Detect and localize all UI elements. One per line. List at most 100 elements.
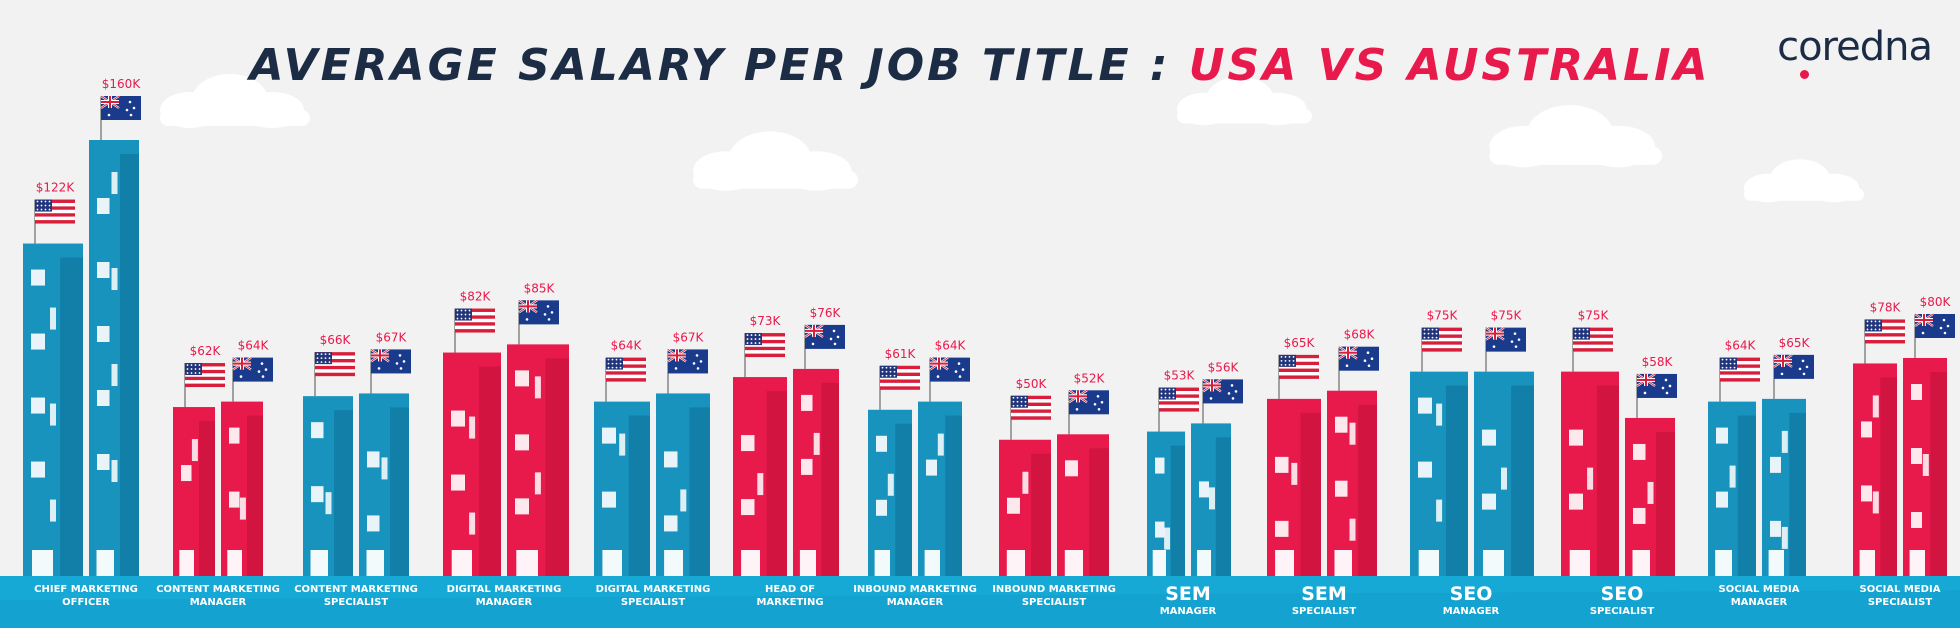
usa-building	[1561, 371, 1619, 576]
category-label: MANAGER	[1160, 606, 1217, 617]
title-part-1: AVERAGE SALARY PER JOB TITLE :	[249, 40, 1171, 91]
cloud	[160, 74, 310, 128]
value-label: $64K	[611, 339, 643, 353]
category-label: OFFICER	[62, 597, 110, 608]
category-label: INBOUND MARKETING	[853, 584, 977, 595]
value-label: $65K	[1284, 336, 1316, 350]
value-label: $85K	[524, 281, 556, 295]
category-label: MANAGER	[1443, 606, 1500, 617]
baseline-strip	[0, 576, 1960, 628]
us-flag-icon	[1159, 387, 1199, 412]
us-flag-icon	[455, 308, 495, 333]
australia-building	[656, 393, 710, 576]
us-flag-icon	[1573, 327, 1613, 352]
value-label: $52K	[1074, 371, 1106, 385]
value-label: $122K	[36, 181, 76, 195]
au-flag-icon	[1914, 313, 1955, 338]
category-label: CONTENT MARKETING	[156, 584, 280, 595]
value-label: $75K	[1578, 309, 1610, 323]
job-group-13: $78K $80K	[1853, 295, 1955, 576]
us-flag-icon	[1422, 327, 1462, 352]
clouds	[160, 74, 1864, 203]
usa-building	[868, 409, 912, 576]
category-label: SEM	[1301, 583, 1347, 605]
value-label: $73K	[750, 314, 782, 328]
au-flag-icon	[1773, 353, 1814, 379]
category-label: SEO	[1601, 583, 1644, 605]
category-label: SEM	[1165, 583, 1211, 605]
job-group-12: $64K $65K	[1708, 336, 1814, 576]
category-label: SPECIALIST	[1022, 597, 1086, 608]
category-label: CONTENT MARKETING	[294, 584, 418, 595]
australia-building	[1625, 417, 1675, 576]
us-flag-icon	[35, 199, 75, 224]
au-flag-icon	[929, 356, 970, 382]
coredna-logo[interactable]: coredna	[1777, 24, 1933, 79]
usa-building	[173, 407, 215, 576]
value-label: $82K	[460, 290, 492, 304]
title-part-2: USA VS AUSTRALIA	[1188, 40, 1711, 91]
chart-title: AVERAGE SALARY PER JOB TITLE : USA VS AU…	[0, 40, 1960, 91]
au-flag-icon	[232, 356, 273, 382]
australia-building	[793, 368, 839, 576]
category-label: DIGITAL MARKETING	[596, 584, 711, 595]
australia-building	[918, 401, 962, 576]
usa-building	[1410, 371, 1468, 576]
australia-building	[1903, 358, 1947, 576]
usa-building	[1267, 398, 1321, 576]
job-group-0: $122K $160K	[23, 77, 142, 577]
us-flag-icon	[185, 363, 225, 388]
job-group-2: $66K $67K	[303, 330, 411, 576]
category-label: MARKETING	[756, 597, 823, 608]
us-flag-icon	[315, 352, 355, 377]
value-label: $160K	[102, 77, 142, 91]
job-group-8: $53K $56K	[1147, 360, 1243, 576]
au-flag-icon	[1068, 389, 1109, 415]
au-flag-icon	[667, 348, 708, 374]
australia-building	[1057, 434, 1109, 576]
category-label: MANAGER	[190, 597, 247, 608]
australia-building	[1474, 371, 1534, 576]
usa-building	[443, 352, 501, 576]
value-label: $62K	[190, 344, 222, 358]
au-flag-icon	[370, 348, 411, 374]
job-group-9: $65K $68K	[1267, 328, 1379, 576]
category-label: MANAGER	[1731, 597, 1788, 608]
value-label: $64K	[1725, 339, 1757, 353]
australia-building	[1327, 390, 1377, 576]
job-group-5: $73K $76K	[733, 306, 845, 576]
australia-building	[221, 401, 263, 576]
logo-text: coredna	[1777, 24, 1933, 70]
value-label: $67K	[673, 330, 705, 344]
australia-building	[1762, 398, 1806, 576]
australia-building	[89, 140, 139, 576]
value-label: $58K	[1642, 355, 1674, 369]
australia-building	[1191, 423, 1231, 576]
usa-building	[733, 377, 787, 576]
us-flag-icon	[745, 333, 785, 358]
job-group-1: $62K $64K	[173, 339, 273, 576]
usa-building	[23, 243, 83, 577]
value-label: $61K	[885, 347, 917, 361]
category-label: SPECIALIST	[621, 597, 685, 608]
job-group-4: $64K $67K	[594, 330, 710, 576]
category-label: SPECIALIST	[1590, 606, 1654, 617]
cloud	[1744, 159, 1864, 203]
value-label: $56K	[1208, 360, 1240, 374]
us-flag-icon	[1011, 395, 1051, 420]
au-flag-icon	[1338, 345, 1379, 371]
value-label: $66K	[320, 333, 352, 347]
value-label: $80K	[1920, 295, 1952, 309]
category-label: HEAD OF	[765, 584, 815, 595]
us-flag-icon	[1720, 357, 1760, 382]
australia-building	[359, 393, 409, 576]
cloud	[1177, 76, 1312, 126]
au-flag-icon	[1202, 378, 1243, 404]
usa-building	[303, 396, 353, 576]
category-label: DIGITAL MARKETING	[447, 584, 562, 595]
au-flag-icon	[1636, 373, 1677, 398]
job-group-11: $75K $58K	[1561, 309, 1677, 576]
australia-building	[507, 344, 569, 576]
